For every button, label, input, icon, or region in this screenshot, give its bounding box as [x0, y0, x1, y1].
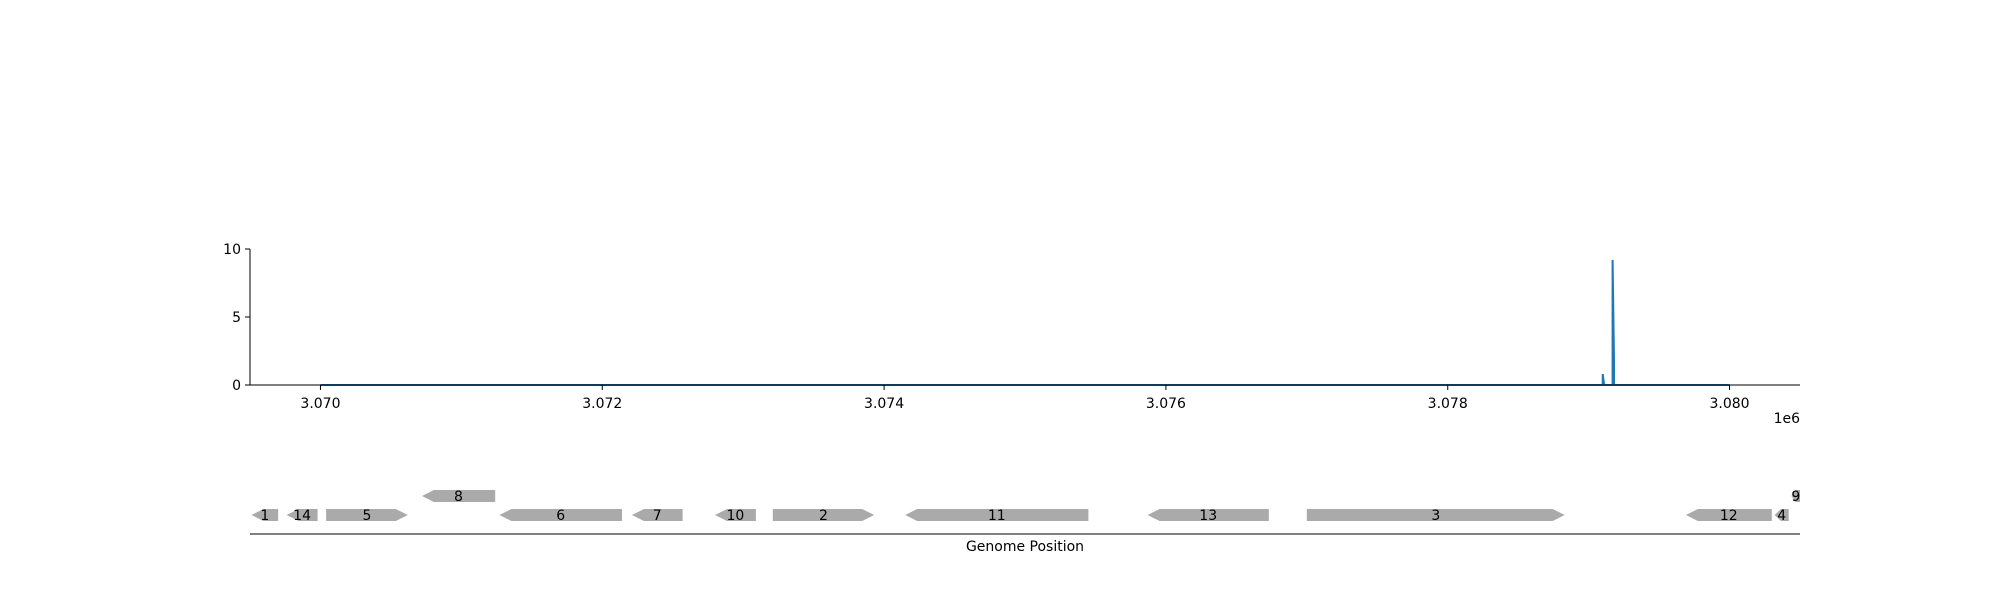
- gene-label: 8: [454, 489, 463, 505]
- coverage-series-line: [320, 259, 1730, 386]
- gene-layer: 1 14 5 8 6 7 10 2 11 13 3 12 49: [251, 489, 1800, 524]
- gene-label: 4: [1777, 508, 1786, 524]
- gene-label: 9: [1791, 489, 1800, 505]
- gene-label: 10: [726, 508, 744, 524]
- x-tick-label: 3.076: [1146, 396, 1186, 412]
- gene-label: 13: [1199, 508, 1217, 524]
- gene-label: 14: [293, 508, 311, 524]
- gene-arrow: [326, 509, 408, 521]
- x-tick-label: 3.074: [864, 396, 904, 412]
- x-tick-label: 3.080: [1709, 396, 1749, 412]
- gene-arrow: [286, 509, 318, 521]
- gene-arrow: [251, 509, 279, 521]
- gene-track-x-label: Genome Position: [966, 539, 1084, 555]
- gene-arrow: [1147, 509, 1269, 521]
- gene-arrow: [772, 509, 875, 521]
- gene-arrow: [1685, 509, 1772, 521]
- gene-label: 6: [556, 508, 565, 524]
- gene-track: 1 14 5 8 6 7 10 2 11 13 3 12 49 Genome Position: [250, 489, 1800, 555]
- x-tick-label: 3.072: [582, 396, 622, 412]
- gene-label: 3: [1431, 508, 1440, 524]
- x-axis-offset-label: 1e6: [1774, 411, 1801, 427]
- y-tick-label: 5: [232, 310, 241, 326]
- coverage-x-ticks: 3.070 3.072 3.074 3.076 3.078 3.080: [300, 385, 1750, 412]
- gene-label: 2: [819, 508, 828, 524]
- coverage-y-ticks: 0 5 10: [223, 242, 250, 394]
- gene-label: 5: [363, 508, 372, 524]
- x-tick-label: 3.070: [300, 396, 340, 412]
- gene-arrow: [1306, 509, 1565, 521]
- gene-arrow: [1774, 509, 1789, 521]
- coverage-line-layer: [320, 259, 1730, 386]
- gene-arrow: [1791, 490, 1800, 502]
- gene-arrow: [905, 509, 1089, 521]
- y-tick-label: 10: [223, 242, 241, 258]
- gene-label: 12: [1720, 508, 1738, 524]
- gene-arrow: [499, 509, 622, 521]
- coverage-plot: 3.070 3.072 3.074 3.076 3.078 3.080 0 5 10 1e6: [223, 242, 1800, 427]
- gene-label: 7: [653, 508, 662, 524]
- gene-label: 1: [260, 508, 269, 524]
- gene-arrow: [631, 509, 683, 521]
- gene-arrow: [715, 509, 756, 521]
- y-tick-label: 0: [232, 378, 241, 394]
- gene-label: 11: [988, 508, 1006, 524]
- gene-arrow: [421, 490, 496, 502]
- x-tick-label: 3.078: [1428, 396, 1468, 412]
